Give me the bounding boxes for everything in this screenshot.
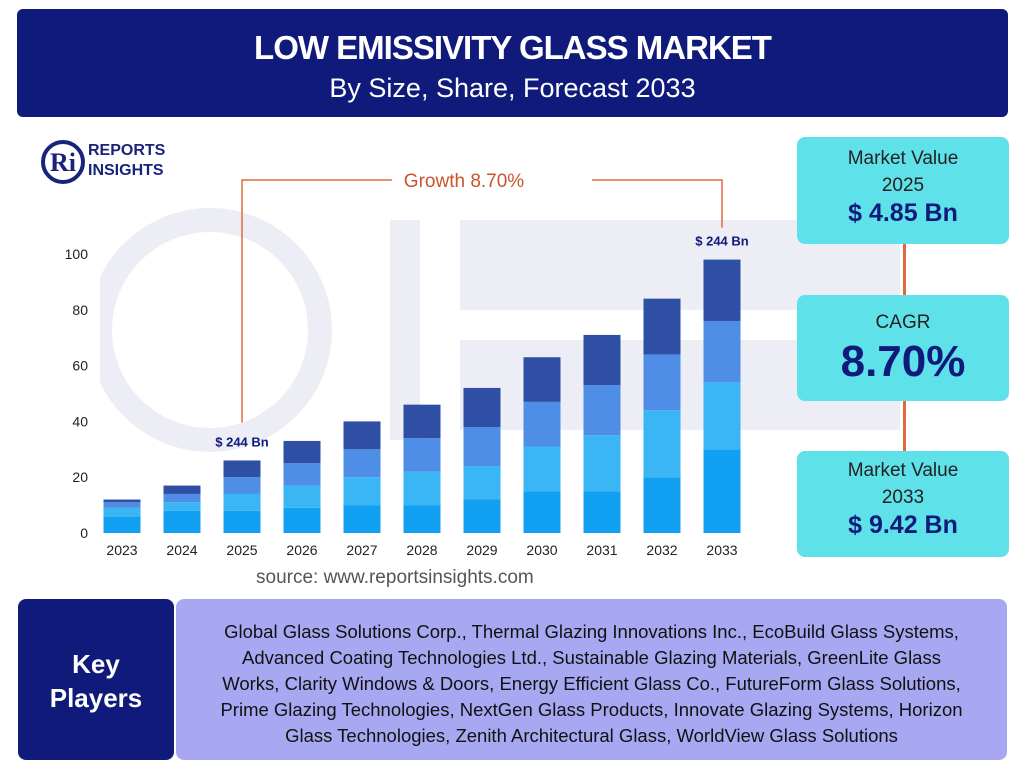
bar-value-label: $ 244 Bn bbox=[695, 234, 749, 249]
logo-mark: Ri bbox=[50, 148, 76, 177]
bar-segment bbox=[103, 516, 141, 533]
kpi-value: $ 9.42 Bn bbox=[848, 511, 958, 539]
bar-segment bbox=[283, 507, 321, 533]
kpi-label: Market Value bbox=[847, 460, 959, 481]
x-tick-label: 2032 bbox=[646, 542, 677, 558]
bar-segment bbox=[523, 401, 561, 447]
kpi-year: 2033 bbox=[881, 487, 925, 508]
bar-segment bbox=[583, 385, 621, 436]
bar-segment bbox=[103, 502, 141, 508]
bar-segment bbox=[583, 435, 621, 492]
bar-segment bbox=[163, 493, 201, 503]
bar-segment bbox=[643, 354, 681, 411]
source-note: source: www.reportsinsights.com bbox=[256, 567, 534, 588]
bar-segment bbox=[703, 449, 741, 533]
x-tick-label: 2030 bbox=[526, 542, 557, 558]
bar-segment bbox=[523, 446, 561, 492]
logo-line2: INSIGHTS bbox=[88, 162, 164, 179]
growth-label: Growth 8.70% bbox=[404, 171, 524, 192]
bar-segment bbox=[643, 410, 681, 478]
bar-segment bbox=[103, 499, 141, 503]
header-banner: LOW EMISSIVITY GLASS MARKET By Size, Sha… bbox=[17, 9, 1008, 117]
bar-segment bbox=[643, 477, 681, 533]
bar-segment bbox=[223, 477, 261, 494]
bar-segment bbox=[283, 440, 321, 464]
bar-segment bbox=[523, 357, 561, 402]
bar-segment bbox=[403, 471, 441, 506]
x-tick-label: 2033 bbox=[706, 542, 737, 558]
bar-segment bbox=[703, 320, 741, 383]
logo-line1: REPORTS bbox=[88, 142, 166, 159]
key-players-line: Prime Glazing Technologies, NextGen Glas… bbox=[220, 699, 963, 720]
bar-segment bbox=[223, 493, 261, 511]
bar-segment bbox=[283, 463, 321, 486]
page-title: LOW EMISSIVITY GLASS MARKET bbox=[254, 29, 772, 66]
bar-segment bbox=[583, 491, 621, 533]
kpi-year: 2025 bbox=[881, 175, 925, 196]
y-tick-label: 20 bbox=[72, 469, 88, 485]
bar-segment bbox=[403, 404, 441, 439]
bar-segment bbox=[223, 460, 261, 478]
key-players-line: Works, Clarity Windows & Doors, Energy E… bbox=[222, 673, 961, 694]
bar-segment bbox=[103, 507, 141, 517]
logo-icon: Ri bbox=[41, 140, 85, 184]
x-tick-label: 2029 bbox=[466, 542, 497, 558]
stacked-bar-chart: 0 20 40 60 80 100 2023 2024 2025 2026 2027 2028 2029… bbox=[65, 171, 749, 558]
y-tick-label: 60 bbox=[72, 358, 88, 374]
bar-segment bbox=[283, 485, 321, 508]
kpi-value: 8.70% bbox=[840, 337, 966, 386]
kpi-cagr: CAGR 8.70% bbox=[797, 295, 1009, 401]
kpi-value: $ 4.85 Bn bbox=[848, 199, 958, 227]
growth-line-left bbox=[241, 179, 392, 423]
bar-segment bbox=[163, 485, 201, 494]
y-tick-label: 40 bbox=[72, 413, 88, 429]
key-players-label-line: Key bbox=[72, 649, 120, 679]
bar-segment bbox=[403, 438, 441, 472]
x-tick-label: 2028 bbox=[406, 542, 437, 558]
bar-segment bbox=[343, 449, 381, 478]
bar-segment bbox=[583, 334, 621, 386]
key-players-label: Key Players bbox=[18, 599, 174, 760]
kpi-label: CAGR bbox=[875, 312, 931, 333]
key-players-list: Global Glass Solutions Corp., Thermal Gl… bbox=[176, 599, 1007, 760]
page-subtitle: By Size, Share, Forecast 2033 bbox=[329, 73, 696, 103]
kpi-market-value-2025: Market Value 2025 $ 4.85 Bn bbox=[797, 137, 1009, 244]
bar-segment bbox=[523, 491, 561, 533]
kpi-connector bbox=[903, 401, 906, 451]
kpi-label: Market Value bbox=[847, 148, 959, 169]
bar-segment bbox=[463, 387, 501, 427]
growth-line-right bbox=[592, 179, 723, 228]
y-tick-label: 0 bbox=[80, 525, 88, 541]
bar-segment bbox=[343, 505, 381, 533]
bar-segment bbox=[643, 298, 681, 355]
bar-segment bbox=[703, 382, 741, 450]
y-tick-label: 100 bbox=[65, 246, 89, 262]
bar-segment bbox=[223, 510, 261, 533]
bar-segment bbox=[403, 505, 441, 533]
bar-segment bbox=[163, 510, 201, 533]
x-tick-label: 2024 bbox=[166, 542, 197, 558]
bar-segment bbox=[343, 421, 381, 450]
kpi-connector bbox=[903, 244, 906, 295]
key-players-line: Advanced Coating Technologies Ltd., Sust… bbox=[242, 647, 941, 668]
key-players-label-line: Players bbox=[49, 683, 143, 713]
x-tick-label: 2031 bbox=[586, 542, 617, 558]
bar-segment bbox=[463, 499, 501, 533]
bar-segment bbox=[703, 259, 741, 321]
bar-segment bbox=[343, 477, 381, 506]
bar-segment bbox=[463, 466, 501, 500]
x-tick-label: 2023 bbox=[106, 542, 137, 558]
bar-value-label: $ 244 Bn bbox=[215, 434, 269, 449]
kpi-market-value-2033: Market Value 2033 $ 9.42 Bn bbox=[797, 451, 1009, 557]
x-tick-label: 2027 bbox=[346, 542, 377, 558]
x-tick-label: 2025 bbox=[226, 542, 257, 558]
bar-segment bbox=[163, 502, 201, 511]
y-tick-label: 80 bbox=[72, 302, 88, 318]
key-players-line: Glass Technologies, Zenith Architectural… bbox=[285, 725, 898, 746]
logo-text: REPORTS INSIGHTS bbox=[88, 141, 165, 181]
bar-segment bbox=[463, 426, 501, 467]
key-players-line: Global Glass Solutions Corp., Thermal Gl… bbox=[224, 621, 959, 642]
x-tick-label: 2026 bbox=[286, 542, 317, 558]
